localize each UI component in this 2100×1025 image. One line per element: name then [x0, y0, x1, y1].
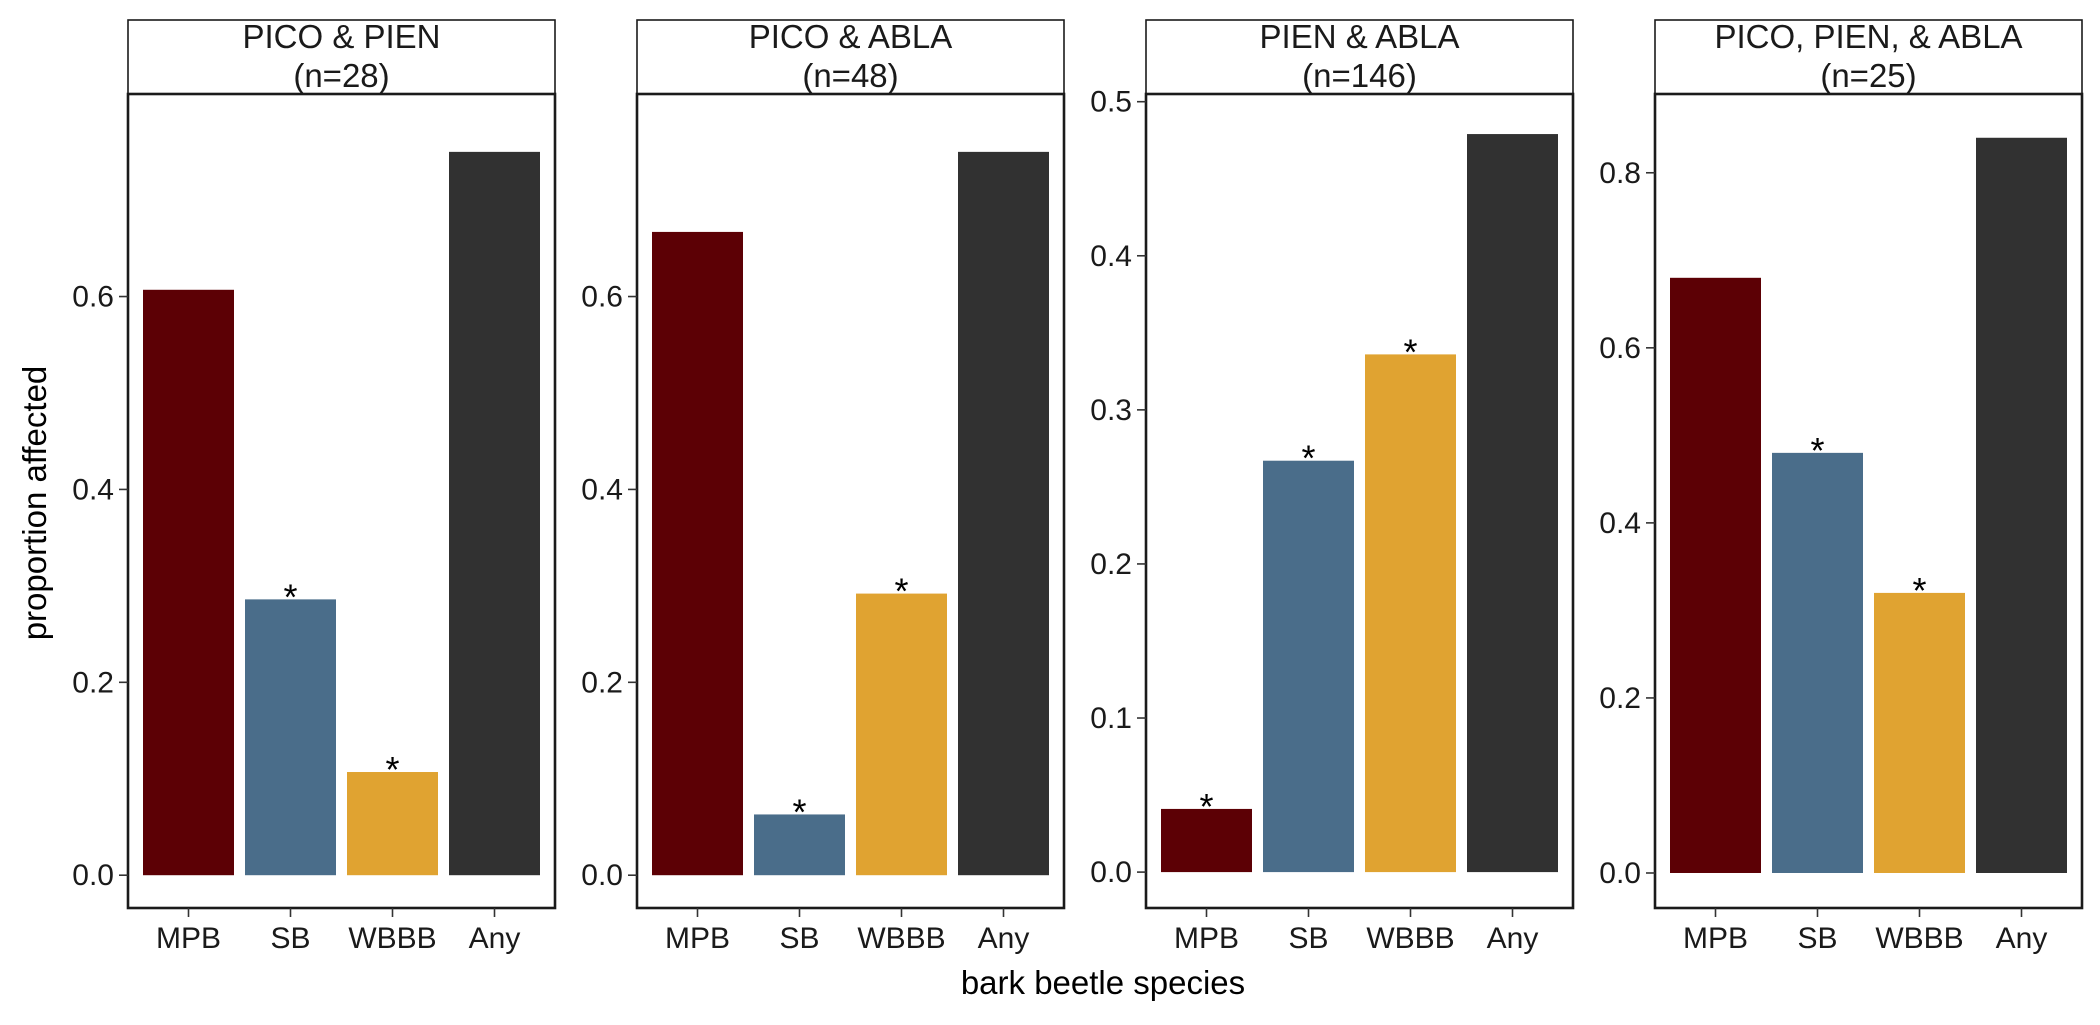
y-tick-label: 0.3 [1090, 394, 1132, 427]
facet-panel: PICO & ABLA(n=48) * * 0.0 0.2 0.4 0.6 MPB SB WBBB… [581, 18, 1066, 955]
bar-wbbb [856, 593, 947, 876]
bar-sb [245, 599, 336, 876]
y-tick-label: 0.0 [1599, 857, 1641, 890]
bar-any [449, 151, 540, 876]
bar-mpb [143, 289, 234, 876]
x-tick-label: Any [469, 922, 521, 955]
bar-any [1467, 134, 1558, 873]
significance-marker: * [1810, 430, 1824, 471]
y-tick-label: 0.2 [1599, 682, 1641, 715]
y-tick-label: 0.2 [581, 666, 623, 699]
y-tick-label: 0.6 [72, 281, 114, 314]
y-tick-label: 0.8 [1599, 157, 1641, 190]
x-tick-label: Any [1996, 922, 2048, 955]
x-tick-label: MPB [1683, 922, 1748, 955]
y-tick-label: 0.4 [581, 473, 623, 506]
facet-sample-size: (n=146) [1302, 57, 1417, 94]
panel-border [1144, 92, 1575, 910]
y-tick-label: 0.0 [1090, 856, 1132, 889]
bar-mpb [1161, 808, 1252, 873]
bar-mpb [652, 231, 743, 876]
bar-wbbb [1365, 354, 1456, 873]
bar-any [1976, 137, 2067, 873]
facet-sample-size: (n=25) [1820, 57, 1916, 94]
y-tick-label: 0.6 [581, 281, 623, 314]
facet-title: PICO, PIEN, & ABLA [1714, 18, 2022, 55]
bar-any [958, 151, 1049, 876]
y-tick-label: 0.4 [1599, 507, 1641, 540]
y-tick-label: 0.0 [72, 859, 114, 892]
significance-marker: * [283, 576, 297, 617]
x-tick-label: WBBB [1875, 922, 1963, 955]
x-axis-title: bark beetle species [961, 964, 1245, 1001]
y-tick-label: 0.4 [1090, 240, 1132, 273]
facet-title: PICO & ABLA [749, 18, 953, 55]
x-tick-label: Any [1487, 922, 1539, 955]
significance-marker: * [385, 749, 399, 790]
significance-marker: * [1403, 331, 1417, 372]
x-tick-label: MPB [156, 922, 221, 955]
facet-panel: PICO, PIEN, & ABLA(n=25) * * 0.0 0.2 0.4 0.6 0.… [1599, 18, 2084, 955]
panel-border [635, 92, 1066, 910]
x-tick-label: SB [270, 922, 310, 955]
panel-border [1653, 92, 2084, 910]
panel-border [126, 92, 557, 910]
significance-marker: * [1199, 786, 1213, 827]
bar-wbbb [347, 772, 438, 876]
facet-sample-size: (n=48) [802, 57, 898, 94]
x-tick-label: Any [978, 922, 1030, 955]
bar-sb [1263, 460, 1354, 873]
x-tick-label: MPB [1174, 922, 1239, 955]
x-tick-label: MPB [665, 922, 730, 955]
y-tick-label: 0.1 [1090, 702, 1132, 735]
facet-panel: PIEN & ABLA(n=146) * * * 0.0 0.1 0.2 0.3 0.4 0.5 M… [1090, 18, 1575, 955]
facet-panel: PICO & PIEN(n=28) * * 0.0 0.2 0.4 0.6 MPB SB WBBB… [72, 18, 557, 955]
bar-mpb [1670, 277, 1761, 873]
x-tick-label: WBBB [348, 922, 436, 955]
significance-marker: * [1912, 570, 1926, 611]
facet-title: PICO & PIEN [242, 18, 440, 55]
significance-marker: * [894, 571, 908, 612]
bar-wbbb [1874, 592, 1965, 873]
x-tick-label: SB [779, 922, 819, 955]
facet-strip [636, 19, 1065, 95]
bar-sb [1772, 452, 1863, 873]
y-tick-label: 0.2 [1090, 548, 1132, 581]
facet-panels: PICO & PIEN(n=28) * * 0.0 0.2 0.4 0.6 MPB SB WBBB… [72, 18, 2084, 955]
facet-title: PIEN & ABLA [1260, 18, 1460, 55]
y-tick-label: 0.6 [1599, 332, 1641, 365]
x-tick-label: SB [1288, 922, 1328, 955]
bar-sb [754, 814, 845, 876]
x-tick-label: WBBB [1366, 922, 1454, 955]
x-tick-label: SB [1797, 922, 1837, 955]
facet-strip [1654, 19, 2083, 95]
facet-strip [1145, 19, 1574, 95]
y-tick-label: 0.5 [1090, 86, 1132, 119]
y-tick-label: 0.2 [72, 666, 114, 699]
y-tick-label: 0.0 [581, 859, 623, 892]
y-tick-label: 0.4 [72, 473, 114, 506]
facet-sample-size: (n=28) [293, 57, 389, 94]
significance-marker: * [1301, 438, 1315, 479]
x-tick-label: WBBB [857, 922, 945, 955]
facet-strip [127, 19, 556, 95]
y-axis-title: proportion affected [16, 366, 53, 641]
significance-marker: * [792, 791, 806, 832]
